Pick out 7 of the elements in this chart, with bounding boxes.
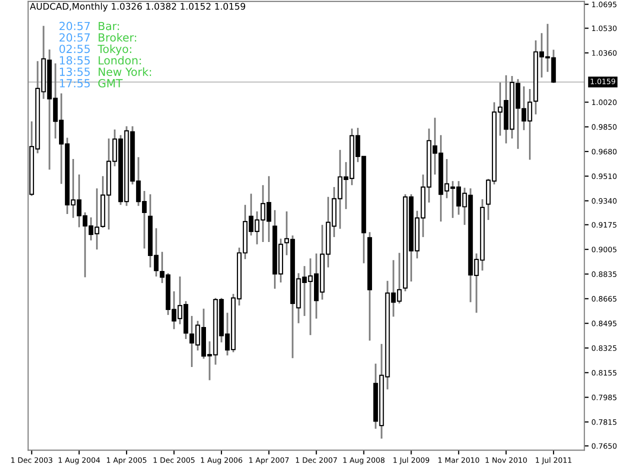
annotation: 17:55 GMT [60,79,123,88]
annotation: 20:57 Bar: [60,22,119,30]
annotation: 20:57 Broker: [60,33,136,42]
chart-title: AUDCAD,Monthly 1.0326 1.0382 1.0152 1.0159 [30,2,246,12]
annotation: 18:55 London: [60,56,141,65]
annotation: 02:55 Tokyo: [59,44,132,56]
annotation: 13:55 New York: [60,67,151,76]
